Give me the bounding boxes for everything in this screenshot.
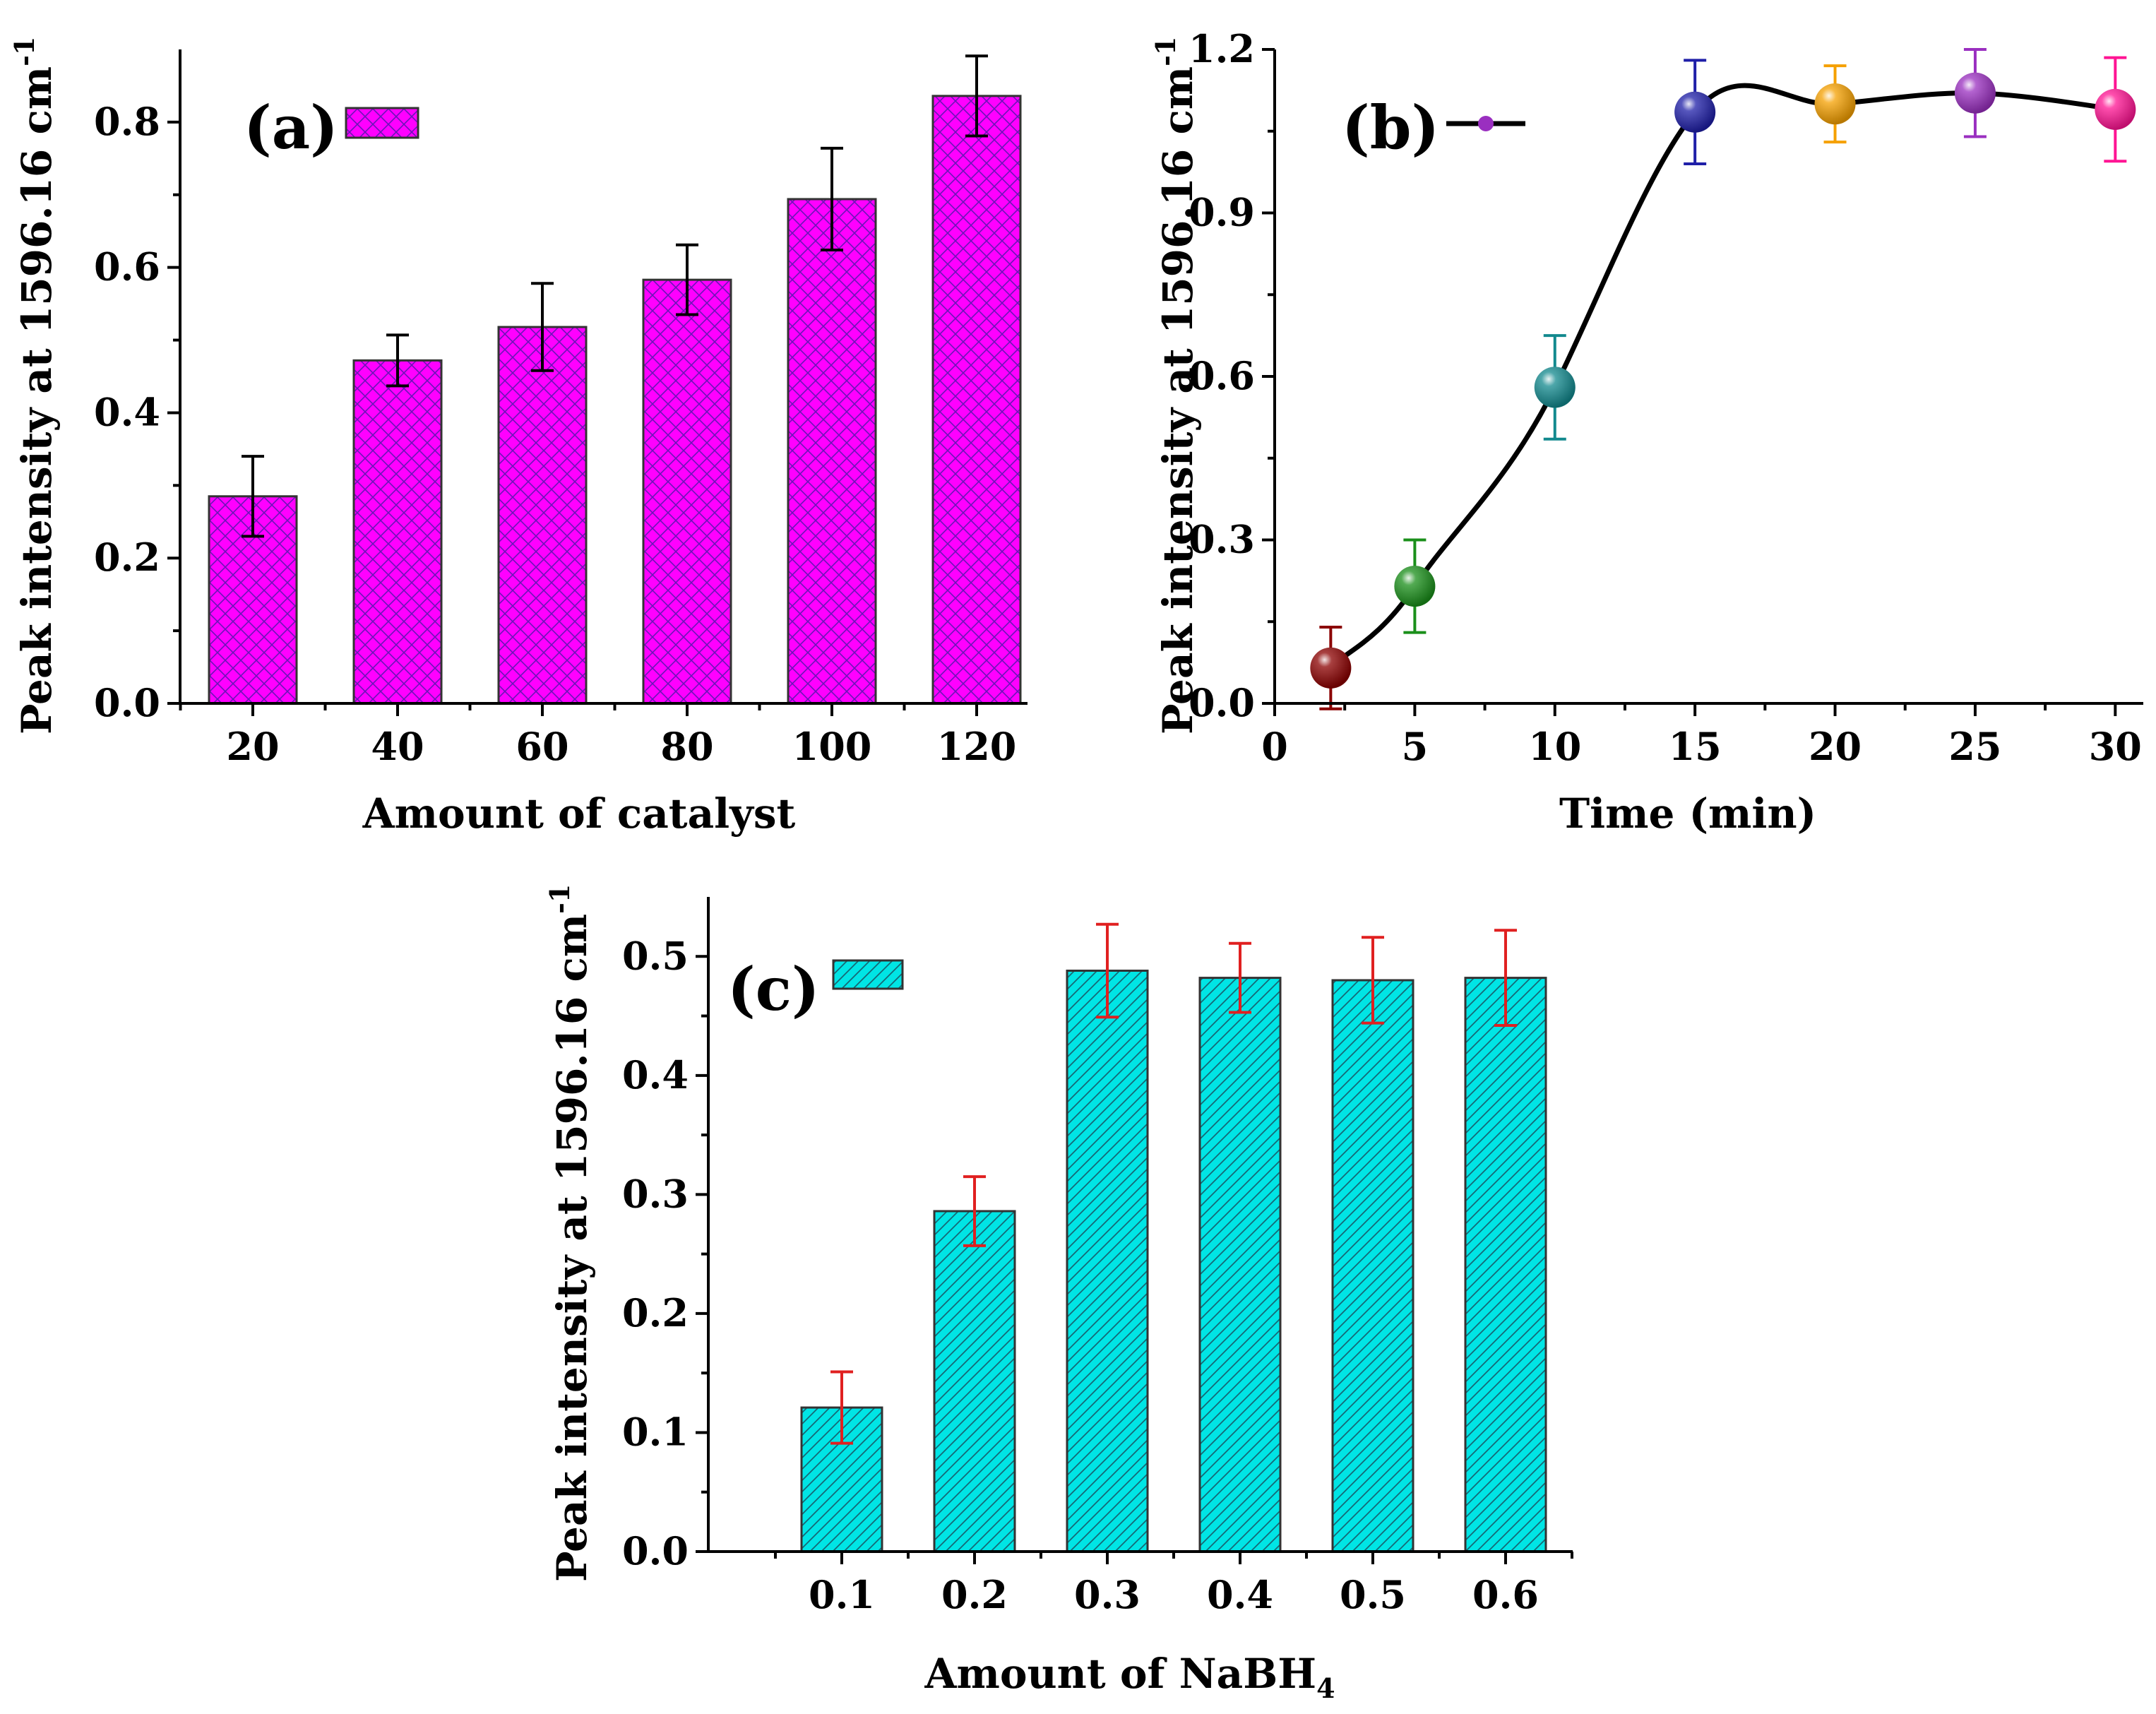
b-x-tick-label: 10 (1528, 724, 1581, 769)
a-x-tick-label: 100 (792, 724, 872, 769)
panel-a-label: (a) (244, 93, 338, 162)
c-bar (1198, 977, 1282, 1553)
panel-a-error-bars (242, 54, 988, 538)
b-x-tick-label: 0 (1261, 724, 1288, 769)
panel-a-x-ticks: 20 40 60 80 100 120 (179, 703, 1017, 769)
panel-a-x-axis-title: Amount of catalyst (362, 790, 796, 838)
panel-a-legend-swatch (345, 107, 419, 139)
c-x-tick-label: 0.6 (1472, 1572, 1539, 1617)
c-bar (1464, 977, 1547, 1553)
b-y-tick-label: 1.2 (1189, 26, 1255, 71)
panel-a-chart: 0.0 0.2 0.4 0.6 0.8 20 40 60 80 100 120 Amount of… (8, 37, 1028, 838)
a-x-tick-label: 20 (226, 724, 279, 769)
b-data-point-highlight (1310, 647, 1352, 689)
c-y-tick-label: 0.1 (622, 1409, 689, 1454)
panel-b-series-line (1328, 83, 2116, 670)
panel-c-legend-swatch (832, 959, 904, 990)
panel-c-y-axis-title: Peak intensity at 1596.16 cm-1 (544, 884, 596, 1582)
a-y-tick-label: 0.6 (94, 244, 160, 290)
panel-b-x-ticks: 0 5 10 15 20 25 30 (1261, 703, 2142, 769)
b-y-tick-label: 0.9 (1189, 190, 1255, 235)
a-x-tick-label: 60 (516, 724, 568, 769)
c-x-tick-label: 0.5 (1340, 1572, 1406, 1617)
c-y-tick-label: 0.2 (622, 1290, 689, 1335)
a-y-tick-label: 0.2 (94, 535, 160, 580)
panel-c-chart: 0.0 0.1 0.2 0.3 0.4 0.5 0.1 0.2 0.3 0.4 0.5 0.6 Am… (544, 884, 1573, 1704)
b-y-tick-label: 0.0 (1189, 680, 1255, 725)
panel-b-points (1310, 72, 2136, 689)
panel-b-x-axis-title: Time (min) (1559, 790, 1816, 838)
panel-a-y-ticks: 0.0 0.2 0.4 0.6 0.8 (94, 99, 180, 725)
c-bar (1066, 969, 1149, 1553)
panel-b-label: (b) (1342, 93, 1439, 162)
a-y-tick-label: 0.0 (94, 680, 160, 725)
b-x-tick-label: 20 (1809, 724, 1862, 769)
panel-b-error-bars (1319, 48, 2127, 710)
b-data-point-highlight (1534, 367, 1576, 408)
c-x-tick-label: 0.1 (809, 1572, 875, 1617)
b-data-point-highlight (1674, 91, 1716, 133)
c-y-tick-label: 0.0 (622, 1528, 689, 1573)
panel-c-error-bars (830, 922, 1517, 1445)
panel-c-x-axis-title: Amount of NaBH4 (924, 1650, 1335, 1704)
a-y-tick-label: 0.8 (94, 99, 160, 144)
panel-c-label: (c) (727, 954, 820, 1024)
panel-c-bars (800, 969, 1547, 1553)
a-y-tick-label: 0.4 (94, 389, 160, 434)
b-data-point-highlight (1954, 72, 1996, 114)
panel-b-legend-marker (1478, 116, 1494, 131)
c-y-tick-label: 0.3 (622, 1171, 689, 1216)
c-x-tick-label: 0.4 (1207, 1572, 1273, 1617)
c-bar (1331, 979, 1414, 1553)
a-bar (352, 359, 443, 705)
c-x-tick-label: 0.3 (1074, 1572, 1140, 1617)
c-y-tick-label: 0.5 (622, 933, 689, 978)
b-x-tick-label: 15 (1669, 724, 1722, 769)
panel-b-y-ticks: 0.0 0.3 0.6 0.9 1.2 (1189, 26, 1275, 725)
b-y-tick-label: 0.6 (1189, 353, 1255, 398)
b-data-point-highlight (1814, 83, 1856, 125)
panel-a-y-axis-title: Peak intensity at 1596.16 cm-1 (8, 37, 61, 734)
panel-c-x-ticks: 0.1 0.2 0.3 0.4 0.5 0.6 (774, 1552, 1573, 1617)
c-bar (933, 1210, 1016, 1553)
panel-b-chart: 0.00.30.60.91.2 0 5 10 15 20 25 30 Time (min) … (1150, 26, 2143, 838)
a-bar (931, 95, 1022, 705)
b-x-tick-label: 5 (1402, 724, 1429, 769)
b-data-point-highlight (2095, 88, 2136, 130)
b-data-point-highlight (1394, 566, 1436, 607)
c-x-tick-label: 0.2 (941, 1572, 1008, 1617)
a-bar (642, 278, 732, 705)
a-bar (787, 198, 877, 705)
b-y-tick-label: 0.3 (1189, 517, 1255, 562)
panel-b-y-axis-title: Peak intensity at 1596.16 cm-1 (1150, 37, 1202, 734)
panel-a-bars (208, 95, 1022, 705)
a-x-tick-label: 80 (660, 724, 713, 769)
b-x-tick-label: 25 (1948, 724, 2001, 769)
c-y-tick-label: 0.4 (622, 1052, 689, 1097)
a-bar (497, 326, 588, 705)
panel-c-y-ticks: 0.0 0.1 0.2 0.3 0.4 0.5 (622, 933, 708, 1573)
b-x-tick-label: 30 (2089, 724, 2142, 769)
a-x-tick-label: 120 (937, 724, 1017, 769)
a-x-tick-label: 40 (371, 724, 424, 769)
